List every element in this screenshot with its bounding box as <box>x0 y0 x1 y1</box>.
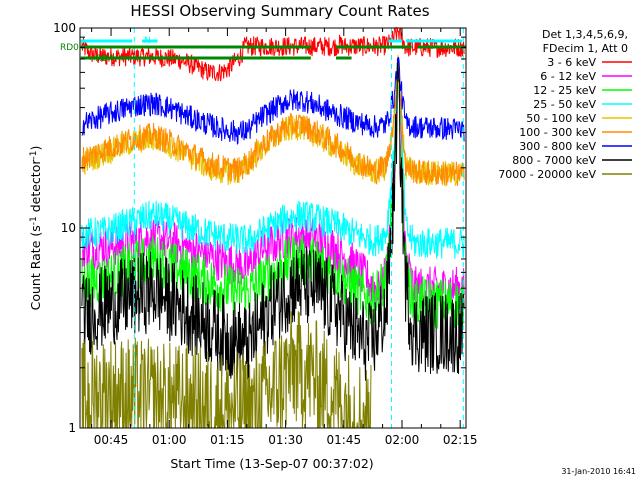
flag-label-rd4: RD4 <box>95 54 114 64</box>
series-6 <box>81 55 465 186</box>
series-7 <box>81 57 465 145</box>
series-line <box>81 61 465 381</box>
x-tick-label: 01:45 <box>327 433 362 447</box>
series-1 <box>81 26 465 82</box>
x-axis-label: Start Time (13-Sep-07 00:37:02) <box>170 456 373 471</box>
y-axis-label: Count Rate (s-1 detector-1) <box>28 146 43 311</box>
legend-entry-label: 6 - 12 keV <box>540 70 596 83</box>
legend-entry-label: 50 - 100 keV <box>526 112 596 125</box>
series-4 <box>81 55 465 259</box>
footer-date: 31-Jan-2010 16:41 <box>561 467 636 476</box>
legend: Det 1,3,4,5,6,9,FDecim 1, Att 03 - 6 keV… <box>498 28 632 181</box>
y-axis-label-mid: detector <box>28 159 43 217</box>
chart-title: HESSI Observing Summary Count Rates <box>130 2 429 20</box>
x-tick-label: 00:45 <box>94 433 129 447</box>
y-axis-label-exp-2: -1 <box>29 151 39 160</box>
flag-label-n: N <box>144 36 151 46</box>
legend-entry-label: 100 - 300 keV <box>519 126 596 139</box>
y-tick-label: 10 <box>61 221 76 235</box>
y-tick-label: 100 <box>53 21 76 35</box>
series-line <box>81 55 465 186</box>
y-tick-label: 1 <box>68 421 76 435</box>
flag-label-rd0: RD0 <box>60 43 79 53</box>
legend-entry-label: 300 - 800 keV <box>519 140 596 153</box>
plot-area: N RD0 RD4 <box>60 26 466 430</box>
legend-entry-label: 800 - 7000 keV <box>512 154 596 167</box>
x-axis: 00:45 01:00 01:15 01:30 01:45 02:00 02:15 <box>91 28 478 447</box>
legend-header-line: FDecim 1, Att 0 <box>543 42 628 55</box>
series-line <box>81 26 465 82</box>
x-tick-label: 01:00 <box>152 433 187 447</box>
series-line <box>81 55 465 259</box>
y-axis: 1 10 100 <box>53 21 466 435</box>
legend-entry-label: 25 - 50 keV <box>533 98 596 111</box>
series-8 <box>81 61 465 381</box>
x-tick-label: 02:00 <box>385 433 420 447</box>
x-tick-label: 02:15 <box>443 433 478 447</box>
legend-entry-label: 12 - 25 keV <box>533 84 596 97</box>
legend-entry-label: 3 - 6 keV <box>547 56 596 69</box>
y-axis-label-suffix: ) <box>28 146 43 151</box>
legend-header-line: Det 1,3,4,5,6,9, <box>542 28 628 41</box>
y-axis-label-exp: -1 <box>29 216 39 225</box>
x-tick-label: 01:15 <box>210 433 245 447</box>
legend-entry-label: 7000 - 20000 keV <box>498 168 596 181</box>
series-line <box>81 57 465 145</box>
y-axis-label-prefix: Count Rate (s <box>28 225 43 310</box>
x-tick-label: 01:30 <box>268 433 303 447</box>
